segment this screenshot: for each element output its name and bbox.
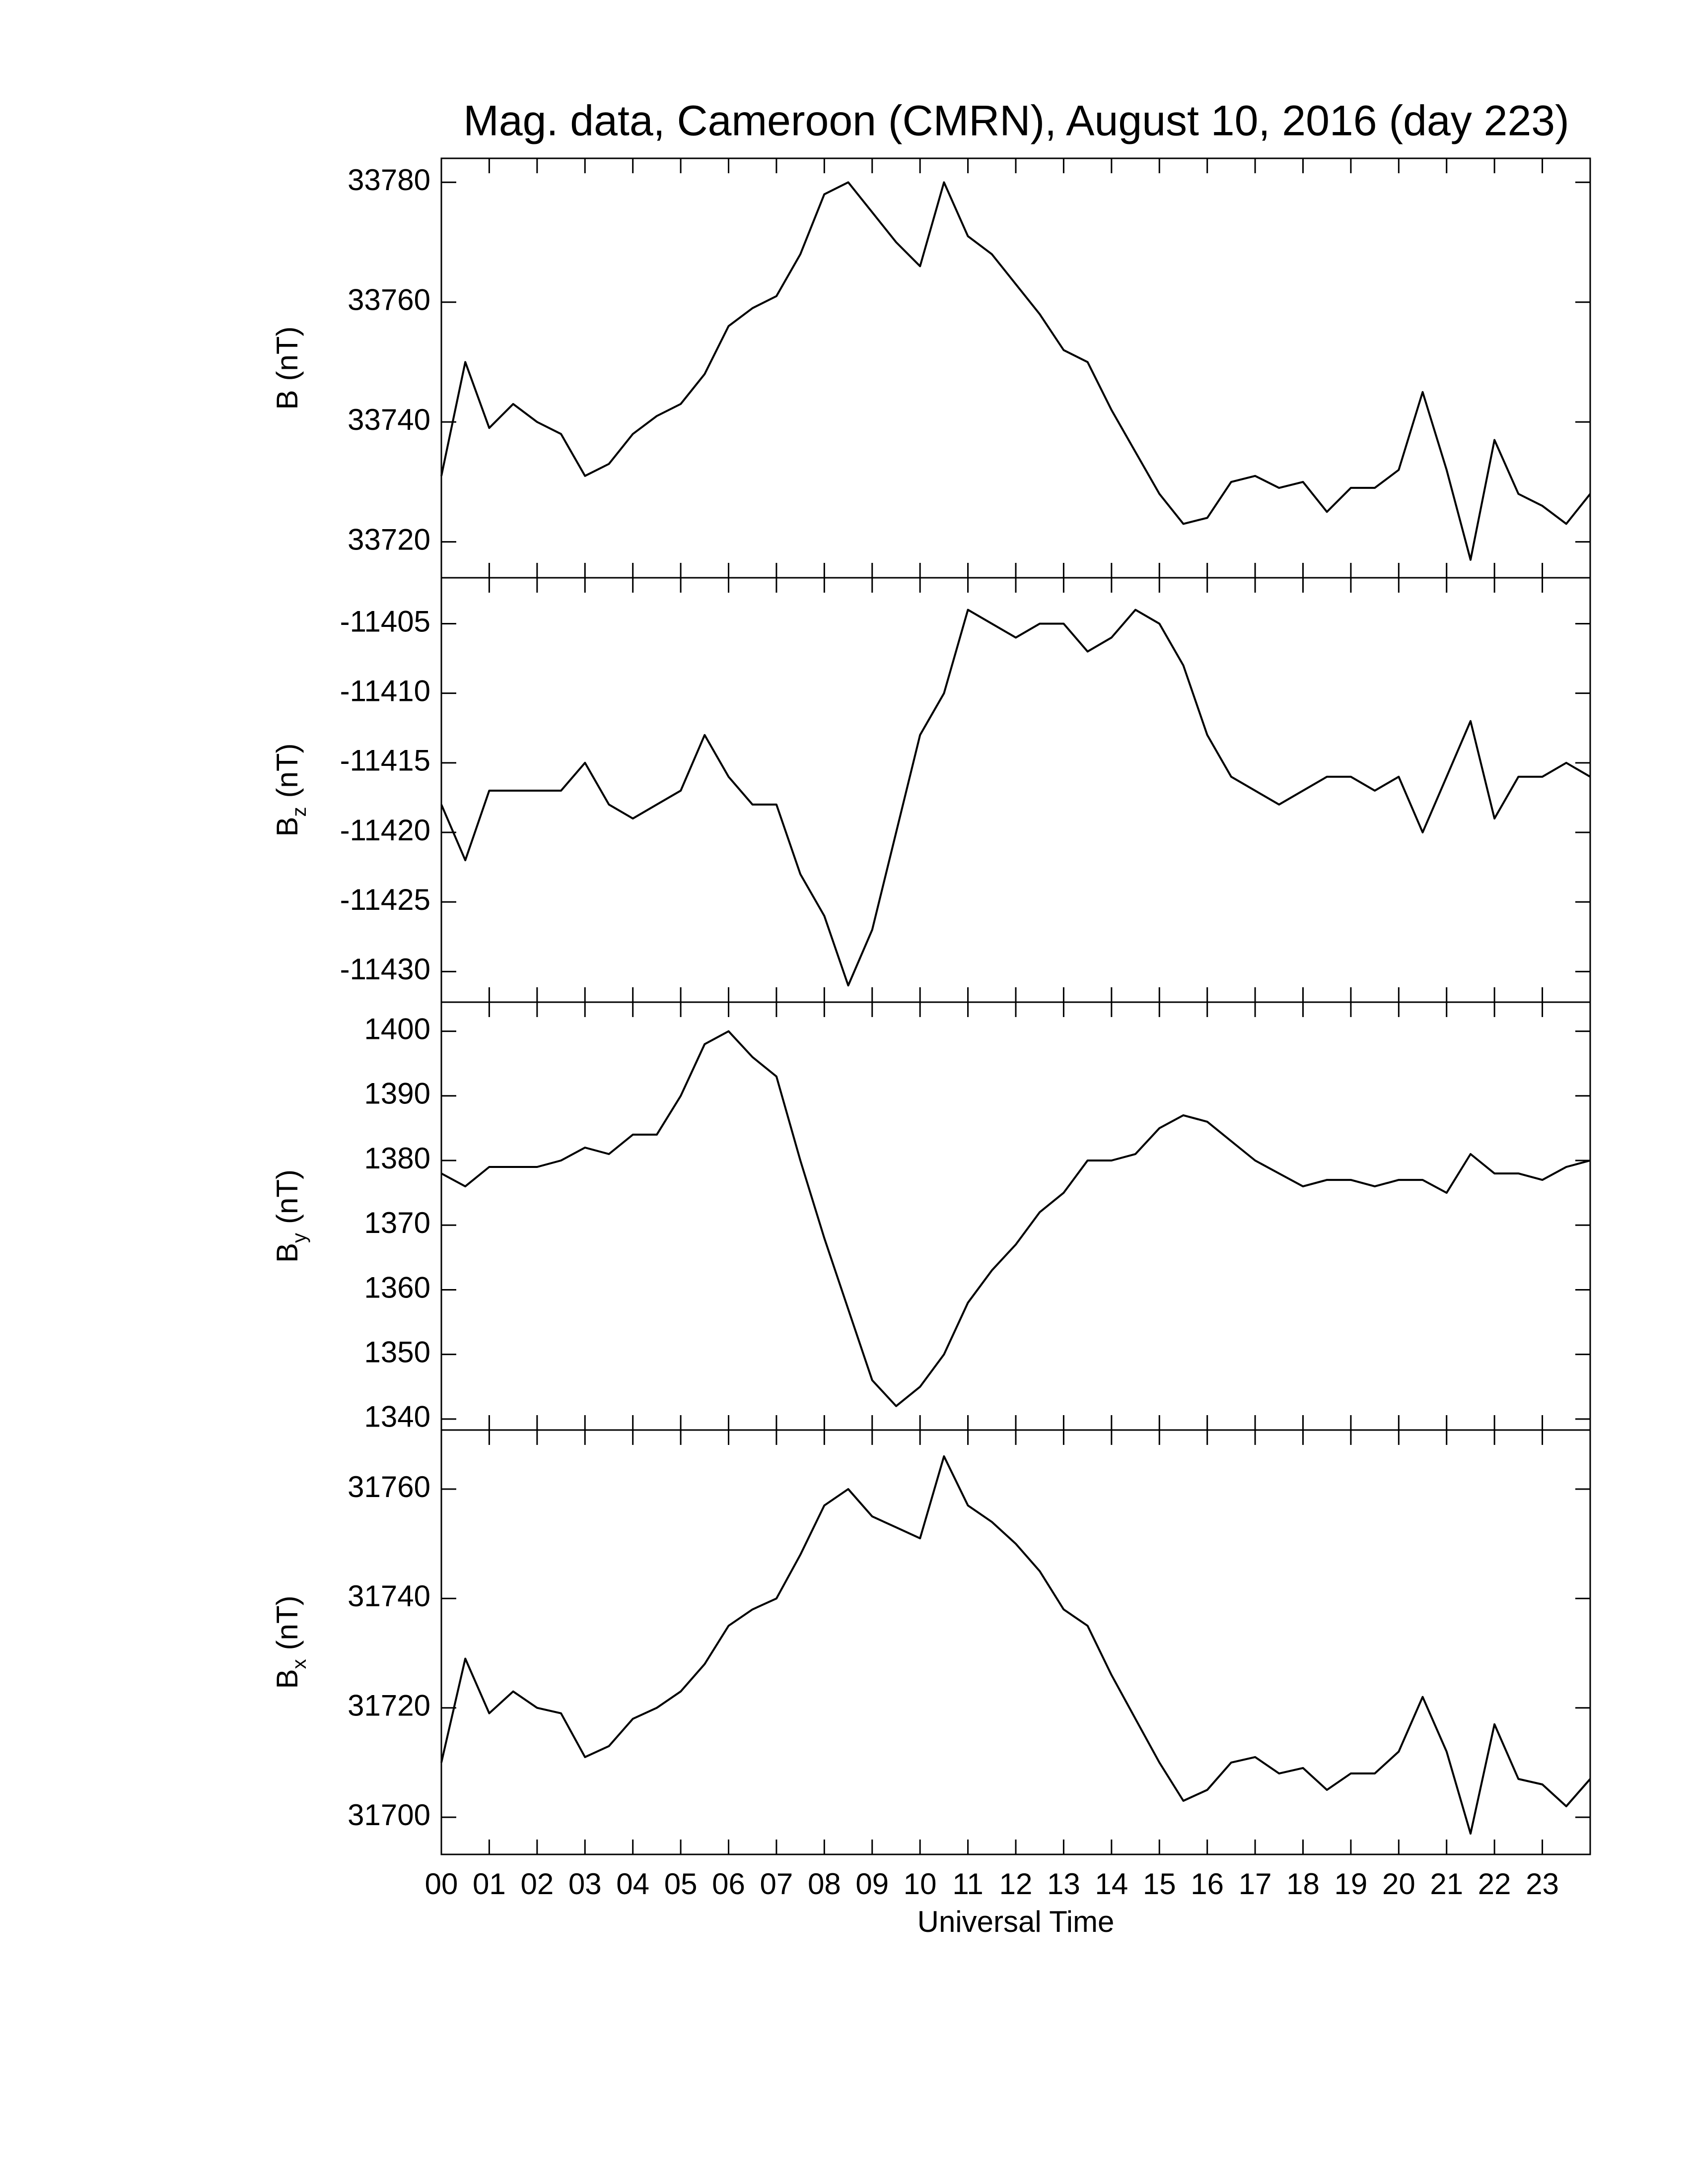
x-tick-label: 18 — [1286, 1867, 1320, 1901]
plot-frame — [440, 1429, 1591, 1855]
y-tick-label: 1380 — [364, 1142, 430, 1175]
x-tick-label: 23 — [1526, 1867, 1559, 1901]
x-tick-label: 03 — [568, 1867, 602, 1901]
x-tick-label: 20 — [1382, 1867, 1415, 1901]
y-label-unit: (nT) — [271, 1595, 304, 1650]
y-tick-label: 33760 — [348, 283, 430, 317]
y-tick-label: -11410 — [340, 675, 430, 708]
x-tick-label: 06 — [712, 1867, 745, 1901]
y-tick-label: -11420 — [340, 814, 430, 847]
y-label-subscript: x — [288, 1659, 310, 1669]
x-tick-label: 21 — [1430, 1867, 1463, 1901]
y-tick-label: -11405 — [340, 605, 430, 638]
x-tick-label: 19 — [1335, 1867, 1368, 1901]
y-tick-label: -11430 — [340, 953, 430, 986]
x-tick-label: 17 — [1239, 1867, 1272, 1901]
y-tick-label: -11425 — [340, 883, 430, 916]
x-tick-label: 08 — [808, 1867, 841, 1901]
x-tick-label: 11 — [952, 1867, 983, 1901]
x-tick-label: 15 — [1143, 1867, 1176, 1901]
y-axis-label: Bz (nT) — [271, 743, 310, 836]
x-axis-label: Universal Time — [917, 1905, 1115, 1938]
y-label-unit: (nT) — [271, 326, 304, 381]
x-tick-label: 10 — [904, 1867, 937, 1901]
y-label-unit: (nT) — [271, 1169, 304, 1224]
y-label-symbol: B — [271, 1243, 304, 1263]
data-line — [441, 1030, 1591, 1407]
y-tick-label: 31740 — [348, 1579, 430, 1613]
x-tick-label: 07 — [760, 1867, 793, 1901]
y-tick-label: -11415 — [340, 744, 430, 777]
x-tick-label: 13 — [1047, 1867, 1080, 1901]
y-tick-label: 1400 — [364, 1012, 430, 1045]
x-tick-label: 01 — [473, 1867, 506, 1901]
y-label-unit: (nT) — [271, 743, 304, 798]
y-axis-label: Bx (nT) — [271, 1595, 310, 1689]
plot-frame — [440, 157, 1591, 579]
y-label-symbol: B — [271, 390, 304, 410]
data-line — [440, 181, 1591, 561]
x-tick-label: 05 — [664, 1867, 698, 1901]
y-tick-label: 1370 — [364, 1206, 430, 1239]
data-line — [440, 1455, 1591, 1835]
y-tick-label: 1360 — [364, 1271, 430, 1304]
data-line — [440, 609, 1591, 987]
x-tick-label: 22 — [1478, 1867, 1511, 1901]
y-tick-label: 33780 — [348, 163, 430, 197]
x-tick-label: 16 — [1191, 1867, 1224, 1901]
x-tick-label: 02 — [520, 1867, 554, 1901]
y-label-symbol: B — [271, 817, 304, 836]
y-tick-label: 31720 — [348, 1689, 430, 1722]
y-tick-label: 31760 — [348, 1470, 430, 1503]
chart-title: Mag. data, Cameroon (CMRN), August 10, 2… — [463, 97, 1569, 145]
plot-frame — [440, 577, 1591, 1003]
y-tick-label: 1390 — [364, 1077, 430, 1110]
x-tick-label: 14 — [1095, 1867, 1128, 1901]
y-tick-label: 33740 — [348, 403, 430, 436]
x-tick-label: 12 — [999, 1867, 1033, 1901]
y-tick-label: 1350 — [364, 1335, 430, 1368]
plot-frame — [440, 1001, 1591, 1431]
y-axis-label: B (nT) — [271, 326, 304, 410]
y-axis-label: By (nT) — [271, 1169, 310, 1263]
y-label-symbol: B — [271, 1669, 304, 1689]
y-tick-label: 33720 — [348, 523, 430, 556]
x-tick-label: 09 — [855, 1867, 889, 1901]
x-tick-label: 04 — [616, 1867, 649, 1901]
y-label-subscript: z — [288, 807, 310, 817]
y-tick-label: 1340 — [364, 1400, 430, 1433]
y-tick-label: 31700 — [348, 1798, 430, 1832]
x-tick-label: 00 — [425, 1867, 458, 1901]
y-label-subscript: y — [288, 1233, 310, 1243]
